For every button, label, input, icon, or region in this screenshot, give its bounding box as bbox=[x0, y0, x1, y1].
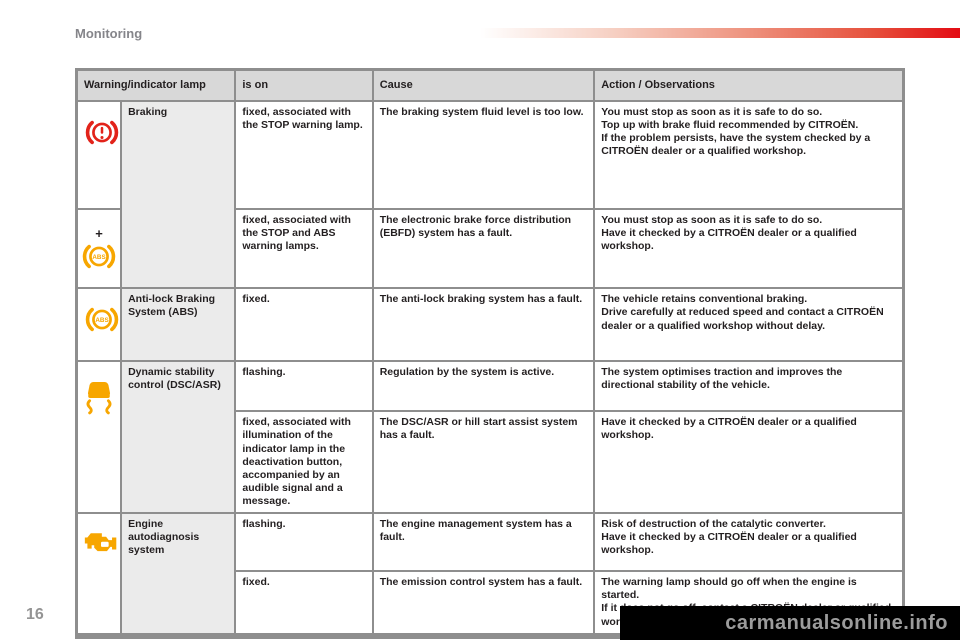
lamp-name-abs: Anti-lock Braking System (ABS) bbox=[120, 287, 237, 363]
lamp-name-braking: Braking bbox=[120, 99, 237, 290]
running-header: Monitoring bbox=[75, 26, 143, 41]
col-header-lamp: Warning/indicator lamp bbox=[75, 69, 237, 102]
warning-lamp-table: Warning/indicator lamp is on Cause Actio… bbox=[75, 68, 905, 639]
table-row: + ABS fixed, associated with the STOP an… bbox=[75, 207, 904, 290]
action-cell: Risk of destruction of the catalytic con… bbox=[593, 512, 904, 573]
action-cell: You must stop as soon as it is safe to d… bbox=[593, 207, 904, 290]
dsc-icon-cell bbox=[75, 360, 123, 515]
engine-warning-icon bbox=[84, 533, 117, 552]
watermark-bar: carmanualsonline.info bbox=[620, 606, 960, 640]
cause-cell: The engine management system has a fault… bbox=[371, 512, 596, 573]
engine-icon-cell bbox=[75, 512, 123, 635]
is-on-cell: fixed, associated with the STOP and ABS … bbox=[234, 207, 374, 290]
table-row: fixed, associated with illumination of t… bbox=[77, 410, 904, 515]
is-on-cell: fixed, associated with the STOP warning … bbox=[234, 100, 374, 210]
svg-text:ABS: ABS bbox=[92, 254, 105, 261]
col-header-action: Action / Observations bbox=[593, 69, 904, 102]
col-header-cause: Cause bbox=[371, 69, 596, 102]
brake-warning-icon-cell bbox=[75, 100, 123, 210]
table-row: Engine autodiagnosis system flashing. Th… bbox=[75, 512, 904, 635]
action-cell: The vehicle retains conventional braking… bbox=[593, 287, 904, 363]
red-gradient-banner bbox=[480, 28, 960, 38]
stop-plus-abs-icon-cell: + ABS bbox=[75, 207, 123, 290]
abs-icon-cell: ABS bbox=[75, 287, 123, 363]
abs-warning-icon: ABS bbox=[85, 308, 119, 332]
cause-cell: The emission control system has a fault. bbox=[371, 570, 596, 635]
col-header-is-on: is on bbox=[234, 69, 374, 102]
table-row: ABS Anti-lock Braking System (ABS) fixed… bbox=[75, 287, 904, 363]
is-on-cell: fixed, associated with illumination of t… bbox=[234, 410, 374, 515]
plus-symbol: + bbox=[95, 226, 103, 242]
page-number: 16 bbox=[26, 606, 44, 623]
abs-warning-icon: ABS bbox=[82, 244, 116, 269]
lamp-name-engine: Engine autodiagnosis system bbox=[120, 512, 237, 635]
is-on-cell: fixed. bbox=[234, 287, 374, 363]
cause-cell: The electronic brake force distribution … bbox=[371, 207, 596, 290]
cause-cell: Regulation by the system is active. bbox=[371, 360, 596, 413]
lamp-name-dsc: Dynamic stability control (DSC/ASR) bbox=[120, 360, 237, 515]
action-cell: Have it checked by a CITROËN dealer or a… bbox=[593, 410, 904, 515]
brake-warning-icon bbox=[85, 120, 119, 145]
table-row: Braking fixed, associated with the STOP … bbox=[75, 99, 904, 290]
cause-cell: The braking system fluid level is too lo… bbox=[371, 100, 596, 210]
cause-cell: The anti-lock braking system has a fault… bbox=[371, 287, 596, 363]
is-on-cell: flashing. bbox=[234, 512, 374, 573]
is-on-cell: flashing. bbox=[234, 360, 374, 413]
svg-text:ABS: ABS bbox=[95, 318, 108, 325]
action-cell: You must stop as soon as it is safe to d… bbox=[593, 100, 904, 210]
cause-cell: The DSC/ASR or hill start assist system … bbox=[371, 410, 596, 515]
stability-control-icon bbox=[86, 382, 112, 415]
table-row: Dynamic stability control (DSC/ASR) flas… bbox=[75, 360, 904, 515]
is-on-cell: fixed. bbox=[234, 570, 374, 635]
table-header-row: Warning/indicator lamp is on Cause Actio… bbox=[75, 69, 904, 102]
action-cell: The system optimises traction and improv… bbox=[593, 360, 904, 413]
watermark-text: carmanualsonline.info bbox=[725, 611, 948, 634]
